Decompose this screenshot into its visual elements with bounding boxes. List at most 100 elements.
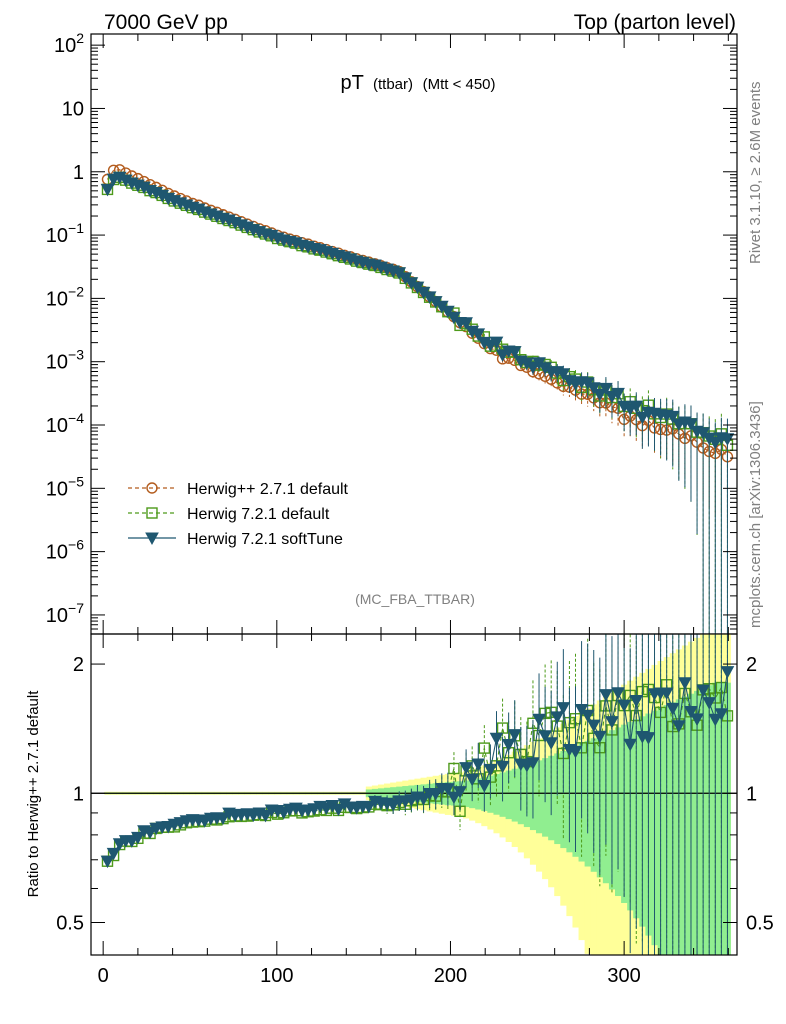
band-green-bin bbox=[535, 760, 543, 834]
data-point bbox=[100, 183, 115, 197]
legend-marker bbox=[146, 507, 158, 519]
y-tick-label: 102 bbox=[54, 30, 84, 57]
ratio-point bbox=[568, 745, 583, 759]
data-point bbox=[526, 361, 540, 375]
ratio-ylabel: Ratio to Herwig++ 2.7.1 default bbox=[25, 690, 42, 898]
y-tick-label: 10−6 bbox=[46, 537, 84, 564]
band-green-bin bbox=[505, 770, 513, 820]
ratio-point bbox=[605, 716, 619, 729]
y-tick-label: 1 bbox=[73, 162, 84, 184]
ratio-y-tick-label: 1 bbox=[73, 783, 84, 805]
ratio-point bbox=[556, 702, 571, 715]
data-point bbox=[586, 382, 601, 395]
plot-title: pT (ttbar) (Mtt < 450) bbox=[340, 72, 495, 94]
data-point bbox=[507, 346, 522, 359]
legend-entry: Herwig 7.2.1 softTune bbox=[128, 531, 343, 548]
band-green-bin bbox=[511, 768, 519, 822]
x-tick-label: 200 bbox=[434, 965, 467, 987]
band-green-bin bbox=[560, 750, 567, 849]
process-label: Top (parton level) bbox=[574, 11, 736, 34]
data-point bbox=[459, 317, 473, 330]
ratio-point bbox=[544, 737, 559, 750]
y-tick-label: 10−2 bbox=[46, 283, 84, 310]
energy-label: 7000 GeV pp bbox=[104, 11, 228, 34]
title-main: pT bbox=[340, 72, 363, 94]
ratio-point bbox=[428, 788, 443, 801]
ratio-point bbox=[714, 708, 729, 721]
series-1 bbox=[101, 164, 734, 521]
ratio-point bbox=[586, 719, 601, 733]
ratio-point bbox=[100, 855, 115, 869]
ratio-point bbox=[501, 738, 516, 752]
ratio-point bbox=[465, 773, 480, 787]
x-tick-label: 100 bbox=[260, 965, 293, 987]
ratio-point bbox=[453, 786, 467, 799]
legend-label: Herwig 7.2.1 softTune bbox=[187, 531, 343, 548]
ratio-series-3 bbox=[100, 634, 735, 955]
legend-marker bbox=[145, 532, 159, 546]
y-tick-label: 10−7 bbox=[46, 600, 84, 627]
ratio-point bbox=[532, 713, 546, 727]
ratio-point bbox=[538, 730, 552, 743]
ratio-point bbox=[216, 812, 230, 825]
x-tick-label: 300 bbox=[607, 965, 640, 987]
data-point bbox=[599, 382, 613, 396]
y-tick-label: 10−4 bbox=[46, 410, 84, 437]
ratio-point bbox=[580, 709, 595, 723]
ratio-y-tick-label: 2 bbox=[73, 654, 84, 676]
ratio-point bbox=[143, 826, 157, 840]
data-point bbox=[592, 388, 607, 402]
ratio-point bbox=[447, 791, 461, 805]
ratio-point bbox=[720, 666, 735, 679]
ratio-point bbox=[495, 760, 510, 774]
ratio-y-tick-label-right: 2 bbox=[746, 654, 757, 676]
legend-entry: Herwig++ 2.7.1 default bbox=[128, 481, 349, 498]
data-point bbox=[665, 410, 680, 424]
ratio-point bbox=[611, 687, 625, 700]
ratio-point bbox=[362, 801, 376, 814]
ratio-panel-frame bbox=[90, 633, 738, 956]
data-point bbox=[629, 400, 644, 414]
ratio-point bbox=[665, 702, 680, 716]
ratio-point bbox=[106, 847, 121, 861]
x-tick-label: 0 bbox=[98, 965, 109, 987]
y-tick-label: 10−5 bbox=[46, 473, 84, 500]
legend-marker bbox=[146, 482, 158, 494]
y-tick-label: 10−1 bbox=[46, 220, 84, 247]
ratio-point bbox=[386, 799, 401, 812]
data-point bbox=[611, 387, 625, 401]
ratio-point bbox=[483, 763, 498, 777]
ratio-y-tick-label-right: 1 bbox=[746, 783, 757, 805]
ratio-point bbox=[416, 793, 431, 806]
ratio-y-tick-label: 0.5 bbox=[56, 912, 84, 934]
ratio-point bbox=[702, 697, 717, 710]
ratio-point bbox=[258, 809, 273, 823]
data-point bbox=[441, 305, 455, 319]
mcplots-label: mcplots.cern.ch [arXiv:1306.3436] bbox=[747, 401, 764, 628]
y-tick-label: 10−3 bbox=[46, 347, 84, 374]
data-point bbox=[684, 418, 698, 431]
legend-entry: Herwig 7.2.1 default bbox=[128, 506, 330, 523]
ratio-point bbox=[659, 687, 674, 701]
data-point bbox=[471, 328, 486, 341]
ratio-point bbox=[678, 677, 692, 690]
data-point bbox=[708, 436, 723, 450]
ratio-point bbox=[671, 720, 686, 733]
y-tick-label: 10 bbox=[62, 98, 84, 120]
ratio-point bbox=[448, 762, 460, 775]
ratio-point bbox=[131, 831, 145, 845]
data-point bbox=[556, 368, 571, 381]
title-sub: (ttbar) bbox=[373, 76, 413, 93]
series-3 bbox=[100, 171, 735, 634]
ratio-panel: 0.5 0.5 1 1 2 2 0 100 200 300 Ratio to Herwig++ … bbox=[25, 633, 774, 987]
ratio-point bbox=[599, 689, 613, 702]
ratio-point bbox=[641, 732, 656, 745]
ratio-point bbox=[684, 705, 698, 719]
analysis-watermark: (MC_FBA_TTBAR) bbox=[355, 591, 475, 607]
legend-label: Herwig++ 2.7.1 default bbox=[187, 481, 349, 498]
ratio-point bbox=[526, 757, 540, 770]
title-cut: (Mtt < 450) bbox=[423, 76, 496, 93]
ratio-point bbox=[477, 780, 492, 793]
ratio-point bbox=[629, 695, 644, 708]
